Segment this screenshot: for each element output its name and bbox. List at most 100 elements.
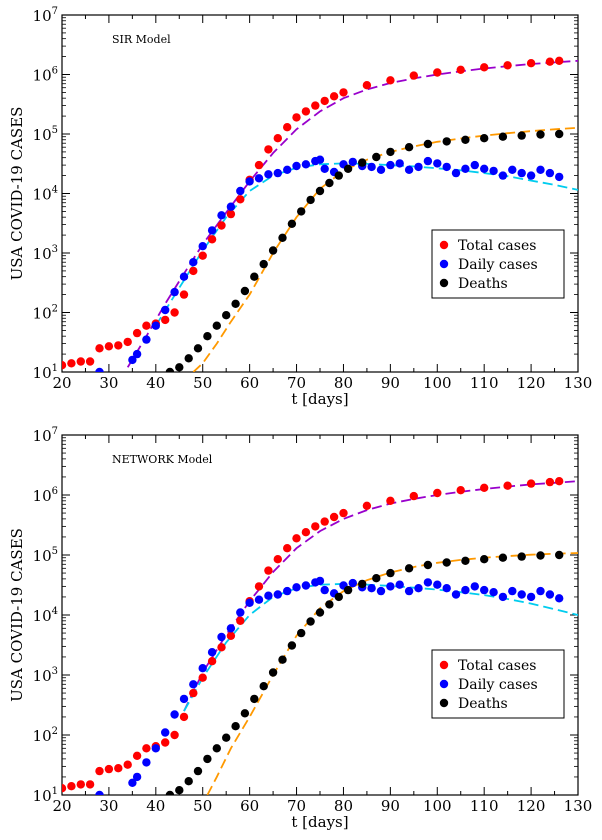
x-tick-label: 80 — [334, 797, 353, 815]
data-point — [536, 130, 545, 139]
data-point — [76, 780, 86, 789]
y-axis-label: USA COVID-19 CASES — [8, 528, 26, 702]
data-point — [386, 496, 395, 505]
data-point — [480, 164, 489, 173]
x-tick-label: 100 — [423, 374, 452, 392]
data-point — [339, 508, 348, 518]
data-point — [170, 710, 179, 719]
data-point — [231, 722, 240, 731]
data-point — [423, 560, 433, 570]
data-point — [217, 643, 226, 652]
x-tick-label: 120 — [517, 374, 546, 392]
chart-panel: 20 30 40 50 60 70 80 90 100 110 120 130101102103104… — [8, 6, 592, 408]
data-point — [545, 477, 555, 487]
data-point — [311, 522, 320, 531]
data-point — [67, 782, 76, 791]
legend-marker — [439, 679, 449, 689]
data-point — [555, 56, 564, 65]
data-point — [245, 598, 254, 607]
y-tick-exponent: 7 — [52, 426, 58, 437]
y-tick-base: 10 — [33, 787, 52, 805]
data-point — [545, 168, 555, 178]
data-point — [170, 308, 179, 317]
data-point — [198, 251, 207, 260]
data-point — [114, 341, 123, 350]
data-point — [320, 585, 329, 595]
y-tick-base: 10 — [33, 487, 52, 505]
data-point — [250, 694, 259, 704]
fit-curve — [155, 162, 578, 327]
data-point — [362, 81, 372, 90]
data-point — [409, 71, 418, 80]
data-point — [414, 162, 423, 172]
data-point — [348, 578, 357, 588]
data-point — [433, 68, 442, 77]
y-tick-exponent: 5 — [52, 546, 58, 557]
chart-panel: 20 30 40 50 60 70 80 90 100 110 120 130101102103104… — [8, 426, 592, 831]
legend-label: Daily cases — [458, 677, 538, 693]
x-tick-label: 40 — [146, 374, 165, 392]
data-point — [161, 305, 170, 315]
data-point — [498, 553, 508, 562]
data-point — [203, 754, 212, 764]
data-point — [189, 266, 198, 276]
data-point — [555, 550, 564, 560]
data-point — [508, 165, 517, 174]
x-tick-label: 60 — [240, 374, 259, 392]
data-point — [128, 778, 137, 787]
data-point — [254, 160, 264, 170]
data-point — [414, 584, 423, 593]
data-point — [217, 632, 226, 642]
x-tick-label: 60 — [240, 797, 259, 815]
data-point — [142, 335, 151, 344]
data-point — [287, 641, 297, 650]
data-point — [489, 588, 498, 597]
x-tick-label: 110 — [470, 374, 499, 392]
data-point — [315, 576, 325, 586]
legend-label: Daily cases — [458, 257, 538, 273]
x-tick-label: 20 — [52, 374, 71, 392]
data-point — [151, 321, 160, 330]
legend-marker — [439, 240, 449, 250]
data-point — [545, 57, 555, 66]
x-tick-label: 50 — [193, 374, 212, 392]
data-point — [526, 59, 536, 68]
data-point — [231, 299, 240, 308]
data-point — [480, 555, 489, 564]
data-point — [254, 174, 264, 183]
y-tick-exponent: 3 — [52, 666, 58, 677]
chart-title: SIR Model — [112, 33, 171, 46]
data-point — [404, 586, 414, 596]
data-point — [198, 664, 207, 673]
data-point — [123, 337, 132, 347]
data-point — [372, 152, 381, 162]
data-point — [489, 166, 498, 176]
y-tick-base: 10 — [33, 727, 52, 745]
data-point — [193, 344, 203, 353]
legend-marker — [439, 278, 449, 288]
data-point — [62, 361, 67, 370]
data-point — [409, 491, 418, 501]
x-axis-label: t [days] — [291, 813, 348, 831]
data-point — [297, 628, 306, 638]
data-point — [151, 744, 160, 753]
data-point — [301, 581, 311, 590]
y-tick-label: 103 — [33, 666, 58, 685]
x-tick-label: 30 — [99, 374, 118, 392]
data-point — [376, 586, 386, 596]
data-point — [104, 342, 114, 351]
x-tick-label: 20 — [52, 797, 71, 815]
data-point — [132, 751, 142, 760]
y-tick-base: 10 — [33, 305, 52, 323]
legend-marker — [439, 660, 449, 670]
data-point — [433, 580, 442, 589]
y-tick-base: 10 — [33, 547, 52, 565]
data-point — [315, 155, 325, 164]
data-point — [315, 186, 325, 196]
data-point — [85, 780, 95, 789]
data-point — [62, 784, 67, 793]
x-tick-label: 100 — [423, 797, 452, 815]
data-point — [273, 590, 282, 599]
